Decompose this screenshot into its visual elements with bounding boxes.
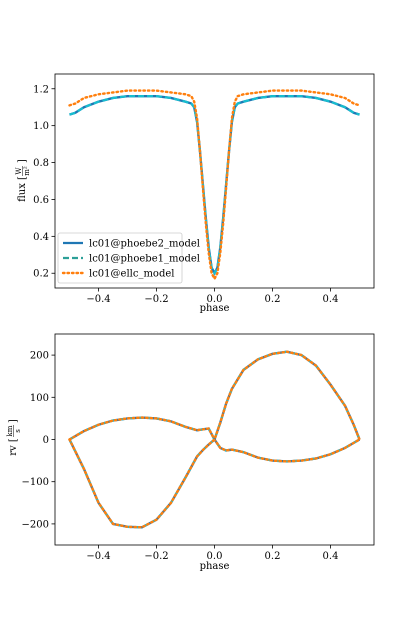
legend-frame bbox=[57, 232, 183, 284]
flux-ytick-label: 1.0 bbox=[33, 121, 49, 132]
legend-label-ellc: lc01@ellc_model bbox=[89, 269, 174, 280]
rv-xtick-group: −0.4 −0.2 0.0 0.2 0.4 bbox=[86, 545, 338, 562]
flux-ytick-label: 0.6 bbox=[33, 195, 49, 206]
rv-ylabel-name: rv bbox=[8, 445, 19, 456]
flux-xtick-label: 0.4 bbox=[323, 294, 339, 305]
flux-line-phoebe1 bbox=[69, 95, 360, 276]
rv-xtick-label: −0.4 bbox=[86, 551, 110, 562]
rv-ytick-label: 200 bbox=[30, 351, 49, 362]
flux-line-ellc bbox=[68, 89, 361, 282]
rv-xtick-label: 0.0 bbox=[207, 551, 223, 562]
flux-xtick-label: 0.0 bbox=[207, 294, 223, 305]
flux-xtick-label: −0.4 bbox=[86, 294, 110, 305]
flux-plot: −0.4 −0.2 0.0 0.2 0.4 0.2 0.4 0.6 0.8 1.0 1.2 pha… bbox=[15, 73, 375, 314]
flux-ylabel: flux [ W m² ] bbox=[15, 159, 31, 202]
flux-series-group bbox=[68, 89, 361, 282]
rv-line-primary-ellc bbox=[68, 416, 361, 463]
rv-ytick-group: −200 −100 0 100 200 bbox=[22, 351, 55, 530]
flux-xtick-group: −0.4 −0.2 0.0 0.2 0.4 bbox=[86, 288, 338, 305]
flux-ytick-label: 1.2 bbox=[33, 84, 49, 95]
flux-ytick-label: 0.2 bbox=[33, 269, 49, 280]
rv-ylabel-unit-num: km bbox=[6, 425, 14, 436]
svg-text:flux [: flux [ bbox=[17, 176, 28, 202]
rv-ytick-label: 0 bbox=[43, 435, 49, 446]
flux-ytick-label: 0.4 bbox=[33, 232, 49, 243]
rv-ylabel-unit-den: s bbox=[14, 429, 22, 433]
rv-ytick-label: −200 bbox=[22, 519, 49, 530]
legend-label-phoebe1: lc01@phoebe1_model bbox=[89, 254, 200, 265]
flux-xlabel: phase bbox=[200, 303, 230, 314]
flux-ylabel-unit-den: m² bbox=[23, 166, 31, 176]
rv-xtick-label: 0.2 bbox=[265, 551, 281, 562]
flux-ytick-group: 0.2 0.4 0.6 0.8 1.0 1.2 bbox=[33, 84, 55, 280]
rv-xlabel: phase bbox=[200, 561, 230, 572]
rv-xtick-label: 0.4 bbox=[323, 551, 339, 562]
rv-line-secondary-ellc bbox=[68, 350, 361, 529]
rv-ytick-label: 100 bbox=[30, 393, 49, 404]
flux-legend: lc01@phoebe2_model lc01@phoebe1_model lc… bbox=[57, 232, 200, 284]
legend-label-phoebe2: lc01@phoebe2_model bbox=[89, 239, 200, 250]
rv-ylabel-close: ] bbox=[8, 419, 19, 423]
flux-ylabel-name: flux bbox=[17, 183, 28, 202]
svg-text:rv [: rv [ bbox=[8, 438, 19, 456]
flux-xtick-label: 0.2 bbox=[265, 294, 281, 305]
rv-ytick-label: −100 bbox=[22, 477, 49, 488]
rv-ylabel: rv [ km s ] bbox=[6, 419, 22, 456]
flux-ytick-label: 0.8 bbox=[33, 158, 49, 169]
flux-ylabel-unit-num: W bbox=[15, 167, 23, 175]
rv-xtick-label: −0.2 bbox=[144, 551, 168, 562]
rv-series-group bbox=[68, 350, 361, 529]
flux-xtick-label: −0.2 bbox=[144, 294, 168, 305]
flux-ylabel-close: ] bbox=[17, 159, 28, 163]
